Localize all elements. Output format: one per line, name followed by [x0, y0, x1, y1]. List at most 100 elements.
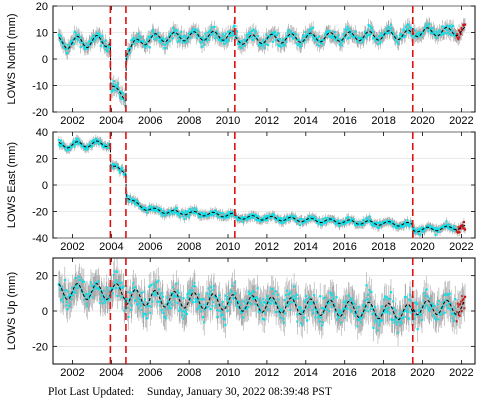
model-line	[125, 288, 414, 321]
data-point	[212, 212, 216, 215]
data-point	[304, 294, 308, 298]
data-point	[165, 317, 168, 320]
data-point	[120, 281, 123, 284]
data-point	[228, 303, 231, 307]
data-point	[451, 30, 454, 33]
data-point	[115, 163, 118, 166]
data-point	[388, 30, 391, 34]
data-point	[77, 138, 80, 141]
data-point	[106, 299, 109, 302]
data-point	[131, 295, 134, 299]
data-point	[61, 297, 64, 300]
data-point	[216, 315, 219, 319]
data-point	[433, 29, 436, 33]
data-point	[62, 142, 65, 145]
data-point	[223, 34, 227, 37]
data-point	[435, 32, 438, 36]
data-point	[160, 208, 163, 211]
data-point	[313, 217, 316, 220]
data-point	[449, 24, 452, 27]
data-point	[330, 305, 333, 308]
data-point	[392, 306, 395, 309]
data-point	[185, 214, 188, 218]
data-point	[362, 218, 365, 222]
data-point	[417, 32, 420, 35]
data-point	[152, 31, 155, 34]
data-point	[438, 29, 441, 32]
data-point	[233, 281, 236, 284]
data-point	[396, 331, 400, 334]
data-point	[299, 306, 302, 309]
model-line	[125, 173, 236, 218]
data-point	[302, 221, 305, 224]
data-point	[162, 37, 165, 40]
data-point	[430, 29, 433, 32]
data-point	[92, 34, 95, 37]
data-point	[410, 311, 413, 314]
data-point	[145, 41, 148, 44]
data-point	[95, 31, 99, 34]
data-point	[209, 307, 212, 311]
data-point	[91, 144, 94, 147]
data-point	[129, 195, 132, 198]
data-point	[141, 308, 144, 312]
data-point	[153, 293, 156, 296]
data-point	[303, 38, 307, 41]
data-point	[161, 214, 164, 217]
data-point	[266, 297, 269, 300]
data-point	[279, 217, 283, 220]
data-point	[246, 40, 249, 44]
data-point	[241, 216, 244, 219]
data-point	[338, 308, 341, 312]
data-point	[256, 287, 259, 290]
data-point	[101, 142, 104, 145]
data-point	[85, 302, 88, 305]
data-point	[456, 231, 460, 234]
data-point	[322, 43, 325, 46]
data-point	[285, 35, 289, 39]
data-point	[290, 290, 293, 293]
data-point	[333, 304, 337, 308]
data-point	[161, 291, 164, 295]
x-tick-label: 2010	[216, 241, 240, 253]
data-point	[74, 285, 77, 288]
data-point	[276, 293, 279, 296]
data-point	[252, 28, 255, 31]
data-point	[418, 313, 421, 316]
data-point	[378, 38, 382, 41]
data-point	[449, 308, 452, 311]
data-point	[134, 198, 137, 202]
data-point	[86, 145, 89, 148]
data-point	[262, 297, 265, 301]
data-point	[175, 29, 179, 32]
data-point	[329, 294, 333, 297]
data-point	[431, 225, 434, 229]
data-point	[292, 32, 296, 35]
data-point	[86, 45, 89, 48]
data-point	[355, 307, 358, 310]
data-point	[210, 26, 213, 29]
data-point	[253, 35, 256, 39]
data-point	[78, 275, 81, 278]
x-tick-label: 2010	[216, 115, 240, 127]
data-point	[433, 305, 436, 308]
data-point	[236, 217, 239, 220]
model-line	[412, 26, 466, 38]
data-point	[159, 40, 162, 43]
data-point	[77, 283, 80, 286]
data-point	[459, 303, 462, 306]
data-point	[326, 219, 329, 222]
data-point	[378, 35, 381, 38]
data-point	[432, 31, 436, 34]
data-point	[177, 291, 180, 294]
data-point	[430, 27, 433, 30]
data-point	[140, 291, 143, 295]
data-point	[325, 304, 328, 307]
data-point	[80, 278, 83, 281]
data-point	[58, 144, 62, 148]
x-tick-label: 2012	[255, 367, 279, 379]
data-point	[249, 215, 253, 218]
data-point	[146, 44, 149, 47]
data-point	[99, 301, 102, 305]
data-point	[200, 214, 204, 218]
